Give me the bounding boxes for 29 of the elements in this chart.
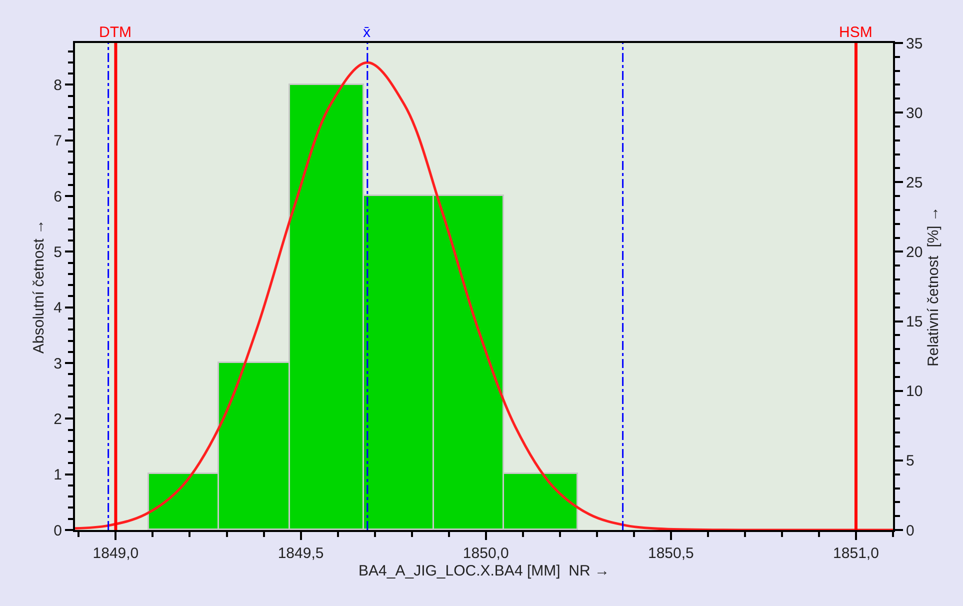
y-tick-label: 4 (54, 300, 62, 317)
y2-tick-label: 20 (906, 244, 923, 261)
y-tick-label: 7 (54, 132, 62, 150)
y-tick-label: 1 (54, 466, 62, 484)
y2-tick-label: 5 (906, 452, 914, 470)
x-tick-label: 1849,5 (278, 545, 324, 562)
y2-tick-label: 30 (906, 104, 923, 122)
ref-line-label: x̄ (363, 24, 371, 41)
x-tick-label: 1851,0 (833, 545, 879, 562)
y2-tick-label: 0 (906, 522, 914, 540)
y2-tick-label: 10 (906, 383, 923, 400)
y-axis-title: Absolutní četnost → (30, 219, 48, 354)
y-tick-label: 3 (54, 355, 62, 372)
y-tick-label: 2 (54, 410, 62, 428)
y2-axis-title: Relativní četnost [%] → (925, 206, 942, 367)
x-tick-label: 1850,0 (462, 545, 509, 562)
y-tick-label: 0 (54, 522, 62, 540)
x-tick-label: 1849,0 (92, 545, 139, 562)
y-tick-label: 8 (54, 76, 62, 94)
ref-line-label: DTM (99, 24, 132, 41)
y-tick-label: 5 (54, 244, 62, 261)
x-axis-title: BA4_A_JIG_LOC.X.BA4 [MM] NR → (358, 562, 610, 580)
y2-tick-label: 25 (906, 174, 923, 192)
y-tick-label: 6 (54, 188, 62, 206)
line-series (75, 61, 893, 530)
x-tick-label: 1850,5 (648, 545, 694, 562)
y2-tick-label: 15 (906, 314, 923, 331)
y2-tick-label: 35 (906, 35, 923, 52)
ref-line-label: HSM (839, 24, 872, 41)
